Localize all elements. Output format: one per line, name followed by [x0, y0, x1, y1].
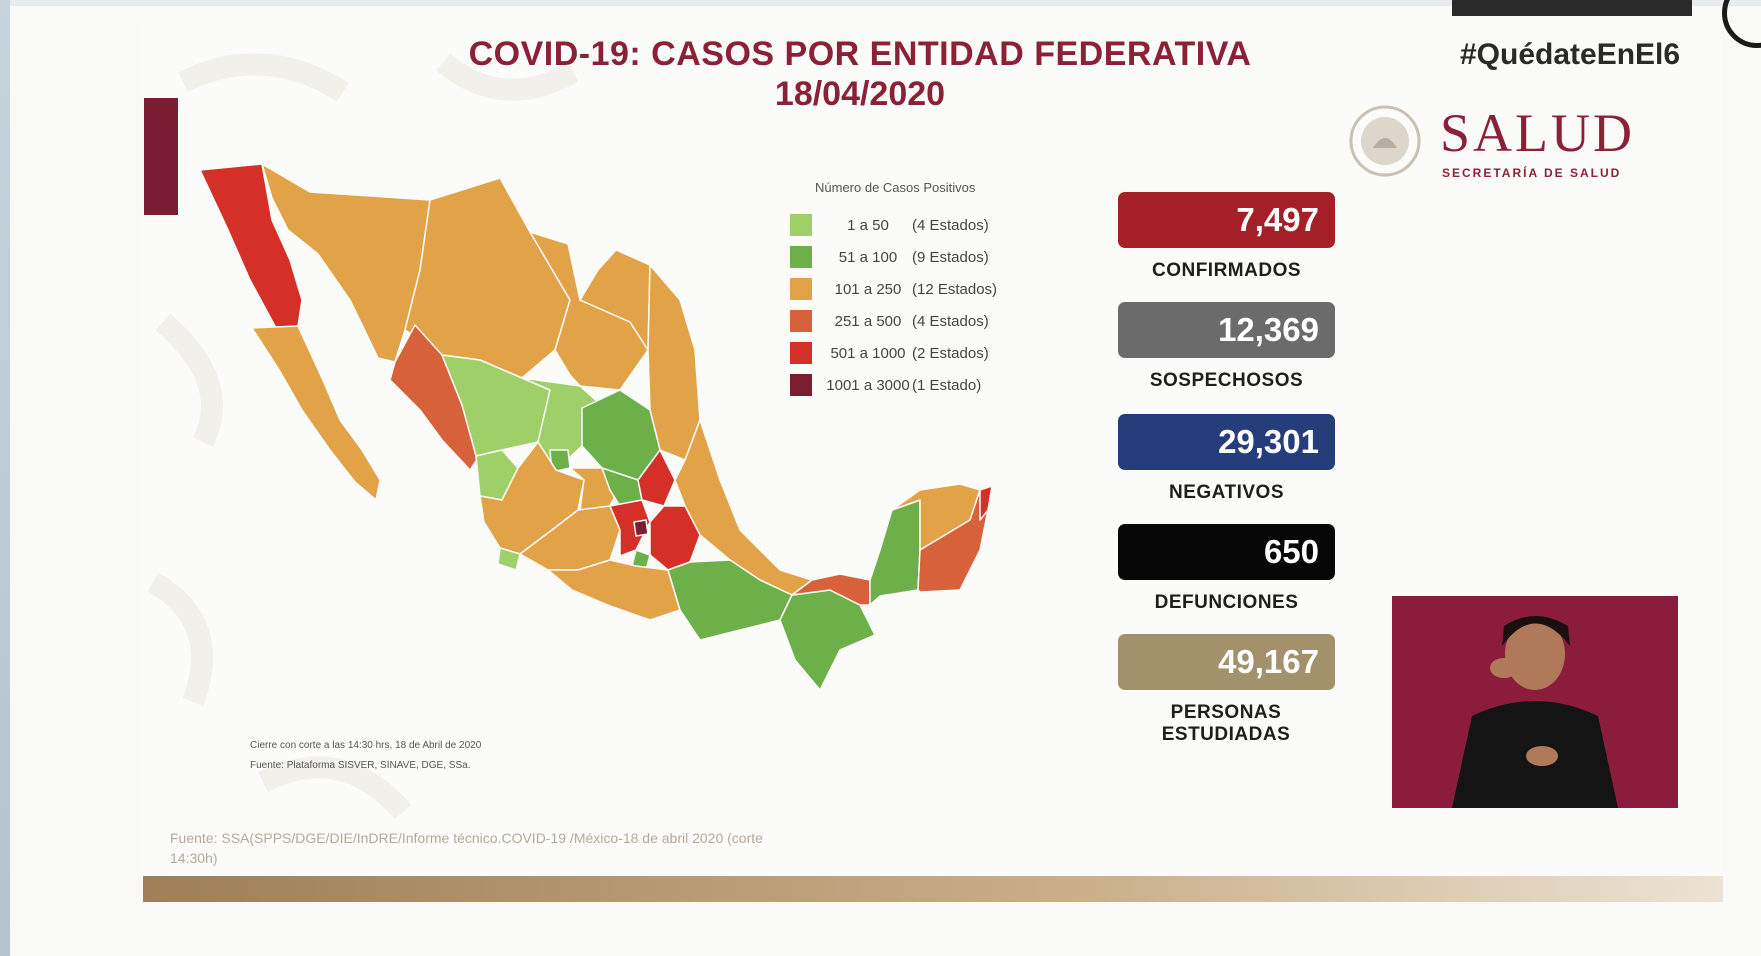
state-sonora: [261, 163, 431, 363]
window-left-edge: [0, 0, 10, 956]
stat-sospechosos: 12,369 SOSPECHOSOS: [1118, 302, 1335, 392]
legend-swatch: [790, 246, 812, 268]
stat-label: CONFIRMADOS: [1151, 260, 1302, 281]
state-campeche: [869, 499, 921, 606]
legend-range: 101 a 250: [834, 280, 902, 298]
stat-defunciones: 650 DEFUNCIONES: [1118, 524, 1335, 614]
salud-logo: SALUD: [1440, 103, 1636, 163]
state-colima: [497, 547, 521, 571]
legend-item: 251 a 500 (4 Estados): [790, 305, 1050, 337]
source-cut-line: Cierre con corte a las 14:30 hrs, 18 de …: [250, 740, 482, 751]
stat-value: 29,301: [1118, 414, 1335, 470]
legend-swatch: [790, 310, 812, 332]
state-jalisco: [479, 441, 585, 555]
stat-value: 650: [1118, 524, 1335, 580]
legend-count: (2 Estados): [912, 344, 989, 362]
sign-language-interpreter-video: [1392, 596, 1678, 808]
interpreter-figure: [1392, 596, 1678, 808]
legend-range: 1 a 50: [847, 216, 889, 234]
legend-range: 51 a 100: [838, 248, 898, 266]
source-platform-line: Fuente: Plataforma SISVER, SINAVE, DGE, …: [250, 760, 471, 771]
map-source-note: Cierre con corte a las 14:30 hrs, 18 de …: [250, 736, 481, 776]
state-yucatan-north: [979, 485, 993, 521]
state-baja-california: [199, 163, 303, 329]
legend-item: 51 a 100 (9 Estados): [790, 241, 1050, 273]
stat-confirmados: 7,497 CONFIRMADOS: [1118, 192, 1335, 282]
stat-label: PERSONAS ESTUDIADAS: [1161, 702, 1291, 745]
legend-swatch: [790, 374, 812, 396]
legend-swatch: [790, 342, 812, 364]
top-strip: [10, 0, 1761, 6]
stat-personas-estudiadas: 49,167 PERSONAS ESTUDIADAS: [1118, 634, 1335, 746]
legend-count: (1 Estado): [912, 376, 982, 394]
title-block: COVID-19: CASOS POR ENTIDAD FEDERATIVA 1…: [360, 34, 1360, 114]
stat-value: 49,167: [1118, 634, 1335, 690]
state-puebla: [649, 505, 701, 571]
legend-count: (4 Estados): [912, 216, 989, 234]
background-pattern: [147, 53, 579, 820]
bottom-gradient-bar: [143, 876, 1723, 902]
legend-swatch: [790, 214, 812, 236]
state-cdmx: [633, 519, 649, 537]
state-sinaloa: [389, 324, 481, 471]
legend-count: (4 Estados): [912, 312, 989, 330]
legend-item: 501 a 1000 (2 Estados): [790, 337, 1050, 369]
stat-label: SOSPECHOSOS: [1149, 370, 1304, 391]
legend-swatch: [790, 278, 812, 300]
stat-value: 7,497: [1118, 192, 1335, 248]
legend-item: 1001 a 3000 (1 Estado): [790, 369, 1050, 401]
legend-title: Número de Casos Positivos: [815, 180, 976, 195]
hashtag: #QuédateEnEl6: [1460, 38, 1681, 71]
eagle-seal-icon: [1349, 105, 1421, 177]
salud-logo-subtitle: SECRETARÍA DE SALUD: [1442, 166, 1622, 180]
legend-count: (9 Estados): [912, 248, 989, 266]
stat-label: NEGATIVOS: [1169, 482, 1284, 503]
legend-item: 1 a 50 (4 Estados): [790, 209, 1050, 241]
legend-range: 1001 a 3000: [826, 376, 910, 394]
mexico-map: [199, 163, 993, 691]
stat-label: DEFUNCIONES: [1154, 592, 1299, 613]
legend-range: 501 a 1000: [830, 344, 906, 362]
map-legend: Número de Casos Positivos 1 a 50 (4 Esta…: [790, 180, 1050, 401]
state-baja-california-sur: [251, 325, 381, 501]
stat-negativos: 29,301 NEGATIVOS: [1118, 414, 1335, 504]
legend-range: 251 a 500: [834, 312, 902, 330]
stat-value: 12,369: [1118, 302, 1335, 358]
legend-count: (12 Estados): [912, 280, 998, 298]
report-date: 18/04/2020: [774, 75, 946, 113]
corner-overlay: [1452, 0, 1692, 16]
slide-source: Fuente: SSA(SPPS/DGE/DIE/InDRE/Informe t…: [170, 830, 763, 866]
page-title: COVID-19: CASOS POR ENTIDAD FEDERATIVA: [468, 35, 1252, 73]
side-accent-bar: [144, 98, 178, 215]
legend-item: 101 a 250 (12 Estados): [790, 273, 1050, 305]
state-hidalgo: [637, 449, 676, 507]
